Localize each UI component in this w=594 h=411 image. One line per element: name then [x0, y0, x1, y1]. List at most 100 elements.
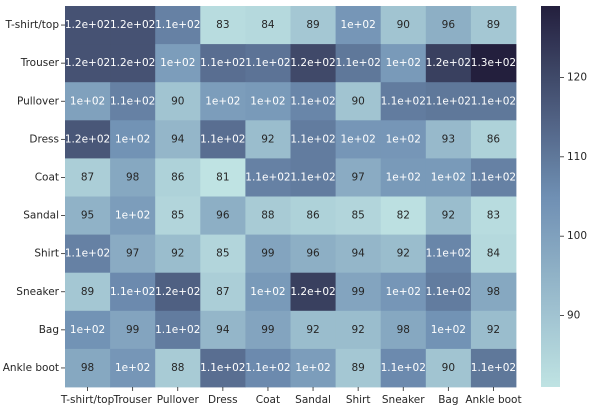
column-tick-label: Sneaker	[382, 394, 425, 406]
cell-value-label: 1e+02	[160, 57, 195, 69]
heatmap-cell	[425, 120, 472, 159]
heatmap-cell	[425, 6, 472, 45]
heatmap-cell	[155, 158, 201, 197]
heatmap-cell	[335, 158, 382, 197]
cell-value-label: 84	[487, 248, 501, 260]
cell-value-label: 1.1e+02	[200, 57, 245, 69]
heatmap-cell	[200, 120, 246, 159]
colorbar-tick-label: 90	[567, 310, 580, 322]
cell-value-label: 1e+02	[386, 286, 421, 298]
heatmap-cell	[245, 348, 291, 388]
cell-value-label: 98	[487, 286, 500, 298]
heatmap-cell	[245, 44, 291, 83]
heatmap-cell	[425, 196, 472, 235]
cell-value-label: 1.1e+02	[381, 362, 426, 374]
cell-value-label: 1.1e+02	[245, 362, 290, 374]
cell-value-label: 1.1e+02	[290, 133, 335, 145]
cell-value-label: 87	[216, 286, 229, 298]
cell-value-label: 96	[442, 19, 456, 31]
cell-value-label: 85	[216, 248, 229, 260]
heatmap-cell	[110, 44, 156, 83]
row-tick-label: Ankle boot	[3, 362, 59, 374]
cell-value-label: 1e+02	[431, 171, 466, 183]
heatmap-cell	[65, 82, 111, 121]
heatmap-cell	[245, 196, 291, 235]
cell-value-label: 1.2e+02	[290, 57, 335, 69]
cell-value-label: 85	[351, 210, 364, 222]
cell-value-label: 92	[351, 324, 364, 336]
cell-value-label: 1.1e+02	[200, 362, 245, 374]
column-tick-label: Coat	[256, 394, 280, 406]
row-tick-labels: T-shirt/top Trouser Pullover Dress Coat Sanda…	[3, 19, 65, 374]
heatmap-cell	[200, 82, 246, 121]
heatmap-cell	[290, 158, 336, 197]
cell-value-label: 1.1e+02	[335, 57, 380, 69]
heatmap-cell	[335, 234, 382, 274]
heatmap-cell	[200, 6, 246, 45]
heatmap-cell	[470, 44, 517, 83]
heatmap-cell	[335, 44, 382, 83]
cell-value-label: 1.1e+02	[471, 95, 516, 107]
cell-value-label: 92	[261, 133, 274, 145]
heatmap-cell	[290, 6, 336, 45]
cell-value-label: 1.1e+02	[200, 133, 245, 145]
colorbar-gradient	[541, 6, 560, 387]
column-tick-label: T-shirt/top	[60, 394, 115, 406]
cell-value-label: 92	[397, 248, 410, 260]
heatmap-cell	[470, 272, 517, 312]
heatmap-cell	[65, 196, 111, 235]
cell-value-label: 1.1e+02	[65, 248, 110, 260]
row-tick-label: Coat	[35, 171, 59, 183]
cell-value-label: 1e+02	[250, 95, 285, 107]
cell-value-label: 1e+02	[70, 95, 105, 107]
row-tick-label: Dress	[29, 133, 59, 145]
cell-value-label: 1e+02	[386, 171, 421, 183]
heatmap-cell	[425, 234, 472, 274]
heatmap-cell	[380, 234, 427, 274]
cell-value-label: 1.2e+02	[290, 286, 335, 298]
cell-value-label: 1.1e+02	[155, 19, 200, 31]
heatmap-cell	[200, 196, 246, 235]
column-tick-label: Trouser	[113, 394, 153, 406]
heatmap-cell	[245, 310, 291, 350]
cell-value-label: 89	[487, 19, 500, 31]
cell-value-label: 96	[216, 210, 230, 222]
heatmap-cell	[200, 310, 246, 350]
heatmap-cell	[380, 310, 427, 350]
heatmap-cell	[335, 272, 382, 312]
heatmap-cell	[335, 6, 382, 45]
heatmap-cell	[200, 44, 246, 83]
cell-value-label: 1.1e+02	[155, 324, 200, 336]
heatmap-cell	[290, 272, 336, 312]
cell-value-label: 1.2e+02	[110, 57, 155, 69]
cell-value-label: 98	[126, 171, 139, 183]
cell-value-label: 1.1e+02	[245, 171, 290, 183]
row-tick-label: Trouser	[20, 57, 60, 69]
heatmap-cell	[470, 196, 517, 235]
cell-value-label: 1e+02	[340, 133, 375, 145]
heatmap-cell	[290, 196, 336, 235]
cell-value-label: 95	[81, 210, 94, 222]
colorbar-tick-label: 120	[567, 71, 587, 83]
cell-value-label: 1e+02	[431, 324, 466, 336]
cell-value-label: 1.2e+02	[65, 57, 110, 69]
cell-value-label: 86	[306, 210, 320, 222]
column-tick-labels: T-shirt/top Trouser Pullover Dress Coat Sanda…	[60, 387, 522, 406]
heatmap-cell	[425, 310, 472, 350]
heatmap-cell	[110, 234, 156, 274]
cell-value-label: 1.1e+02	[290, 95, 335, 107]
heatmap-cell	[200, 234, 246, 274]
column-tick-label: Dress	[208, 394, 238, 406]
cell-value-label: 1.1e+02	[426, 95, 471, 107]
heatmap-cell	[200, 158, 246, 197]
heatmap-cell	[470, 82, 517, 121]
cell-value-label: 98	[397, 324, 410, 336]
cell-value-label: 1.2e+02	[65, 133, 110, 145]
heatmap-cell	[470, 234, 517, 274]
column-tick-label: Shirt	[346, 394, 371, 406]
heatmap-cell	[425, 348, 472, 388]
cell-value-label: 92	[171, 248, 184, 260]
row-tick-label: Shirt	[34, 248, 59, 260]
cell-value-label: 99	[126, 324, 139, 336]
heatmap-cell	[200, 348, 246, 388]
